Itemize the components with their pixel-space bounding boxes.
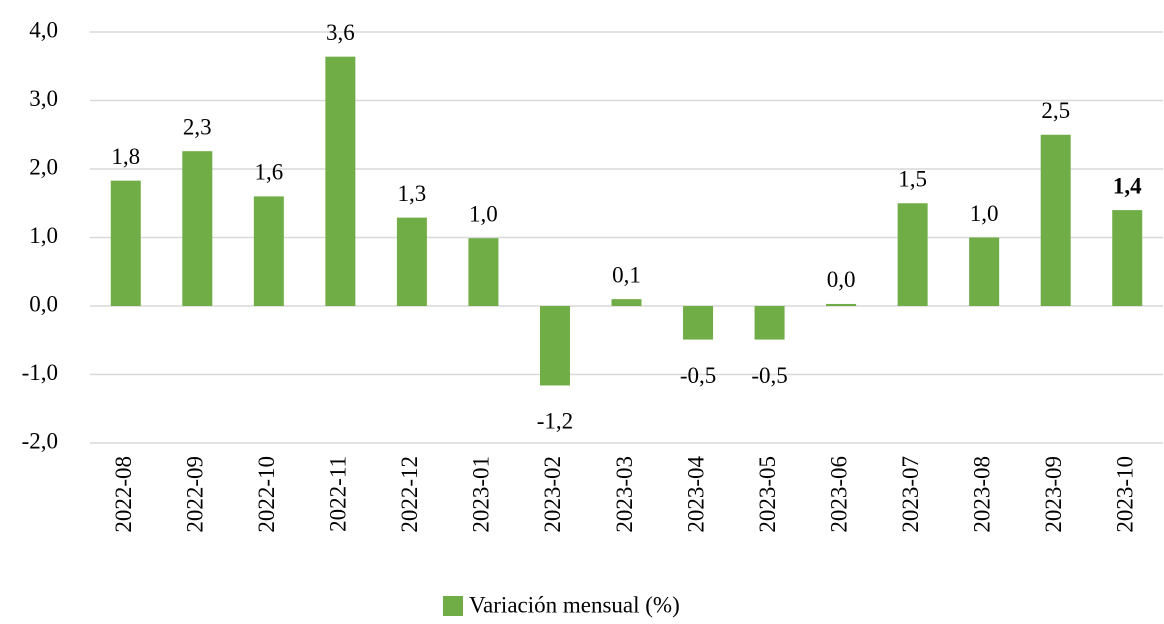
bar	[826, 303, 857, 306]
bar	[182, 151, 213, 306]
data-label: 1,6	[254, 160, 283, 185]
y-tick-label: 2,0	[29, 154, 58, 179]
x-tick-label: 2023-06	[826, 456, 851, 533]
bar	[897, 203, 928, 306]
data-label: -1,2	[537, 409, 573, 434]
data-label: 0,1	[612, 262, 641, 287]
y-tick-label: -1,0	[22, 360, 58, 385]
data-label: 1,0	[469, 201, 498, 226]
bar	[539, 306, 570, 386]
data-label: -0,5	[751, 363, 787, 388]
x-tick-label: 2023-05	[755, 456, 780, 533]
x-tick-label: 2023-03	[612, 456, 637, 533]
y-tick-label: -2,0	[22, 428, 58, 453]
x-tick-label: 2023-08	[969, 456, 994, 533]
bar	[683, 306, 714, 340]
data-label: -0,5	[680, 363, 716, 388]
bar	[969, 237, 1000, 306]
x-tick-label: 2022-10	[254, 456, 279, 533]
legend-label: Variación mensual (%)	[469, 592, 680, 617]
x-tick-label: 2022-11	[326, 456, 351, 532]
x-tick-label: 2022-12	[397, 456, 422, 533]
data-label: 0,0	[827, 267, 856, 292]
x-tick-label: 2023-09	[1041, 456, 1066, 533]
x-tick-label: 2023-04	[683, 456, 708, 533]
data-label: 3,6	[326, 20, 355, 45]
data-label: 1,0	[970, 201, 999, 226]
y-tick-label: 4,0	[29, 17, 58, 42]
y-tick-label: 1,0	[29, 223, 58, 248]
x-tick-label: 2022-08	[111, 456, 136, 533]
y-tick-label: 0,0	[29, 291, 58, 316]
legend-swatch	[443, 596, 463, 616]
bar	[754, 306, 785, 340]
data-label: 1,4	[1113, 173, 1142, 198]
bar	[1040, 134, 1071, 306]
bar	[1112, 210, 1143, 306]
x-tick-label: 2023-07	[898, 456, 923, 533]
data-label: 1,3	[398, 181, 427, 206]
bar	[468, 238, 499, 306]
y-tick-label: 3,0	[29, 86, 58, 111]
x-tick-label: 2023-02	[540, 456, 565, 533]
bar	[325, 56, 356, 306]
bar	[611, 299, 642, 306]
bar	[396, 217, 427, 306]
x-tick-label: 2023-01	[469, 456, 494, 533]
data-label: 2,5	[1041, 98, 1070, 123]
bar	[253, 196, 284, 306]
data-label: 1,5	[898, 167, 927, 192]
x-tick-label: 2023-10	[1113, 456, 1138, 533]
bar	[110, 180, 141, 306]
data-label: 2,3	[183, 114, 212, 139]
data-label: 1,8	[111, 144, 140, 169]
x-tick-label: 2022-09	[183, 456, 208, 533]
